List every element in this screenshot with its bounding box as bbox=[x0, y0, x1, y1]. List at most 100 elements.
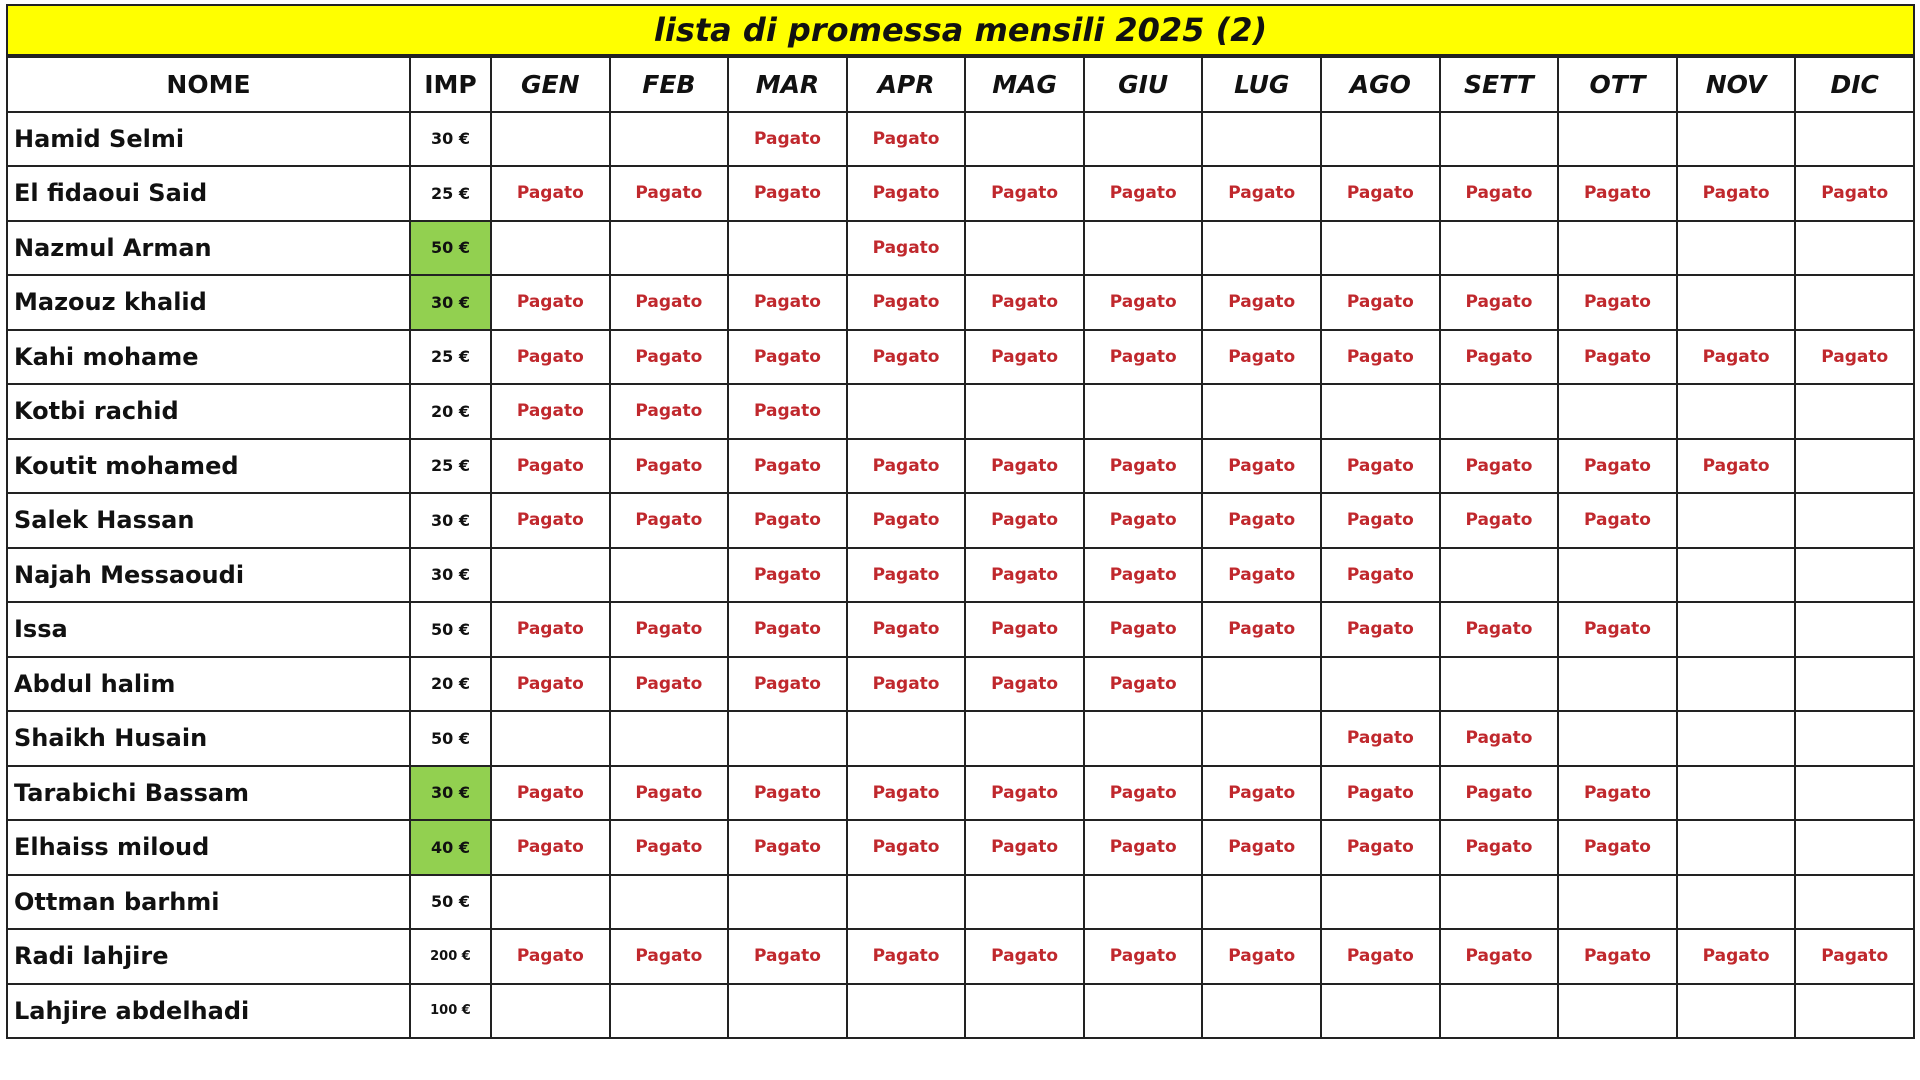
name-cell[interactable]: Issa bbox=[6, 601, 411, 658]
payment-cell-mag[interactable] bbox=[964, 383, 1085, 440]
payment-cell-gen[interactable] bbox=[490, 710, 611, 767]
payment-cell-mag[interactable] bbox=[964, 110, 1085, 167]
payment-cell-mar[interactable]: Pagato bbox=[727, 328, 848, 385]
name-cell[interactable]: Salek Hassan bbox=[6, 492, 411, 549]
payment-cell-feb[interactable]: Pagato bbox=[608, 274, 730, 331]
payment-cell-apr[interactable] bbox=[845, 873, 967, 930]
payment-cell-gen[interactable]: Pagato bbox=[490, 764, 611, 821]
payment-cell-giu[interactable]: Pagato bbox=[1082, 492, 1204, 549]
payment-cell-giu[interactable] bbox=[1082, 982, 1204, 1039]
payment-cell-ott[interactable] bbox=[1557, 546, 1678, 603]
payment-cell-mag[interactable]: Pagato bbox=[964, 437, 1085, 494]
payment-cell-mag[interactable]: Pagato bbox=[964, 601, 1085, 658]
payment-cell-lug[interactable] bbox=[1201, 655, 1323, 712]
payment-cell-gen[interactable] bbox=[490, 110, 611, 167]
payment-cell-ott[interactable] bbox=[1557, 982, 1678, 1039]
payment-cell-nov[interactable] bbox=[1675, 655, 1797, 712]
payment-cell-ott[interactable]: Pagato bbox=[1557, 928, 1678, 985]
payment-cell-nov[interactable] bbox=[1675, 873, 1797, 930]
payment-cell-ott[interactable]: Pagato bbox=[1557, 165, 1678, 222]
payment-cell-sett[interactable] bbox=[1438, 110, 1560, 167]
payment-cell-sett[interactable]: Pagato bbox=[1438, 492, 1560, 549]
payment-cell-mar[interactable] bbox=[727, 873, 848, 930]
payment-cell-apr[interactable]: Pagato bbox=[845, 219, 967, 276]
payment-cell-ago[interactable] bbox=[1320, 219, 1441, 276]
payment-cell-feb[interactable] bbox=[608, 546, 730, 603]
payment-cell-mag[interactable] bbox=[964, 873, 1085, 930]
payment-cell-gen[interactable]: Pagato bbox=[490, 492, 611, 549]
payment-cell-mar[interactable] bbox=[727, 710, 848, 767]
payment-cell-dic[interactable] bbox=[1794, 873, 1915, 930]
payment-cell-ott[interactable]: Pagato bbox=[1557, 492, 1678, 549]
payment-cell-ott[interactable] bbox=[1557, 655, 1678, 712]
payment-cell-lug[interactable]: Pagato bbox=[1201, 437, 1323, 494]
payment-cell-lug[interactable] bbox=[1201, 219, 1323, 276]
payment-cell-mag[interactable] bbox=[964, 710, 1085, 767]
payment-cell-mar[interactable] bbox=[727, 982, 848, 1039]
payment-cell-gen[interactable]: Pagato bbox=[490, 928, 611, 985]
payment-cell-mag[interactable]: Pagato bbox=[964, 165, 1085, 222]
payment-cell-lug[interactable] bbox=[1201, 982, 1323, 1039]
payment-cell-sett[interactable]: Pagato bbox=[1438, 764, 1560, 821]
header-month-apr[interactable]: APR bbox=[845, 56, 967, 113]
amount-cell[interactable]: 30 € bbox=[409, 110, 492, 167]
payment-cell-sett[interactable] bbox=[1438, 546, 1560, 603]
payment-cell-ago[interactable]: Pagato bbox=[1320, 165, 1441, 222]
header-month-ago[interactable]: AGO bbox=[1320, 56, 1441, 113]
payment-cell-giu[interactable] bbox=[1082, 873, 1204, 930]
payment-cell-dic[interactable] bbox=[1794, 437, 1915, 494]
header-month-dic[interactable]: DIC bbox=[1794, 56, 1915, 113]
payment-cell-giu[interactable]: Pagato bbox=[1082, 546, 1204, 603]
payment-cell-nov[interactable] bbox=[1675, 492, 1797, 549]
amount-cell[interactable]: 25 € bbox=[409, 437, 492, 494]
header-month-mar[interactable]: MAR bbox=[727, 56, 848, 113]
payment-cell-feb[interactable] bbox=[608, 110, 730, 167]
payment-cell-ago[interactable]: Pagato bbox=[1320, 928, 1441, 985]
payment-cell-ott[interactable]: Pagato bbox=[1557, 274, 1678, 331]
payment-cell-lug[interactable]: Pagato bbox=[1201, 546, 1323, 603]
payment-cell-mar[interactable]: Pagato bbox=[727, 492, 848, 549]
name-cell[interactable]: Mazouz khalid bbox=[6, 274, 411, 331]
payment-cell-giu[interactable] bbox=[1082, 219, 1204, 276]
header-month-lug[interactable]: LUG bbox=[1201, 56, 1323, 113]
name-cell[interactable]: Ottman barhmi bbox=[6, 873, 411, 930]
payment-cell-sett[interactable]: Pagato bbox=[1438, 601, 1560, 658]
payment-cell-dic[interactable] bbox=[1794, 383, 1915, 440]
payment-cell-nov[interactable] bbox=[1675, 383, 1797, 440]
payment-cell-nov[interactable] bbox=[1675, 546, 1797, 603]
payment-cell-giu[interactable]: Pagato bbox=[1082, 764, 1204, 821]
payment-cell-lug[interactable] bbox=[1201, 110, 1323, 167]
payment-cell-dic[interactable] bbox=[1794, 219, 1915, 276]
payment-cell-mar[interactable]: Pagato bbox=[727, 819, 848, 876]
payment-cell-giu[interactable]: Pagato bbox=[1082, 328, 1204, 385]
payment-cell-dic[interactable] bbox=[1794, 764, 1915, 821]
amount-cell[interactable]: 50 € bbox=[409, 873, 492, 930]
payment-cell-feb[interactable] bbox=[608, 873, 730, 930]
payment-cell-gen[interactable]: Pagato bbox=[490, 328, 611, 385]
payment-cell-gen[interactable] bbox=[490, 982, 611, 1039]
payment-cell-feb[interactable]: Pagato bbox=[608, 928, 730, 985]
payment-cell-ago[interactable] bbox=[1320, 655, 1441, 712]
payment-cell-dic[interactable] bbox=[1794, 546, 1915, 603]
payment-cell-nov[interactable] bbox=[1675, 982, 1797, 1039]
payment-cell-mar[interactable]: Pagato bbox=[727, 764, 848, 821]
payment-cell-mar[interactable]: Pagato bbox=[727, 437, 848, 494]
payment-cell-giu[interactable]: Pagato bbox=[1082, 601, 1204, 658]
payment-cell-sett[interactable] bbox=[1438, 873, 1560, 930]
payment-cell-nov[interactable] bbox=[1675, 819, 1797, 876]
amount-cell[interactable]: 200 € bbox=[409, 928, 492, 985]
payment-cell-ott[interactable] bbox=[1557, 383, 1678, 440]
payment-cell-sett[interactable] bbox=[1438, 383, 1560, 440]
payment-cell-sett[interactable] bbox=[1438, 982, 1560, 1039]
header-month-gen[interactable]: GEN bbox=[490, 56, 611, 113]
payment-cell-gen[interactable]: Pagato bbox=[490, 437, 611, 494]
payment-cell-dic[interactable]: Pagato bbox=[1794, 328, 1915, 385]
payment-cell-ott[interactable] bbox=[1557, 219, 1678, 276]
payment-cell-feb[interactable]: Pagato bbox=[608, 492, 730, 549]
name-cell[interactable]: Lahjire abdelhadi bbox=[6, 982, 411, 1039]
payment-cell-apr[interactable]: Pagato bbox=[845, 928, 967, 985]
payment-cell-giu[interactable]: Pagato bbox=[1082, 928, 1204, 985]
amount-cell[interactable]: 20 € bbox=[409, 655, 492, 712]
payment-cell-gen[interactable]: Pagato bbox=[490, 274, 611, 331]
payment-cell-ott[interactable]: Pagato bbox=[1557, 764, 1678, 821]
